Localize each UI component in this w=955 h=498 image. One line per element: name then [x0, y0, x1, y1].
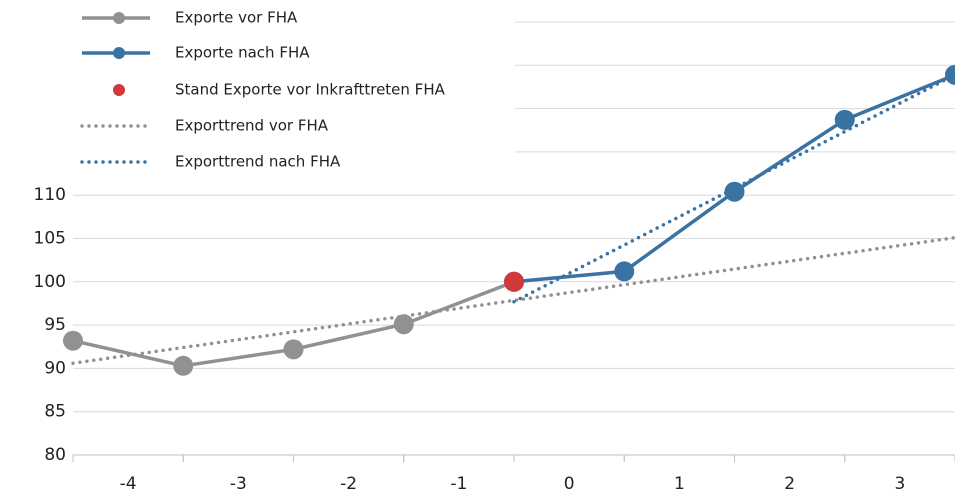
point	[63, 330, 83, 351]
point	[393, 314, 414, 335]
legend-marker	[113, 47, 125, 59]
legend-label: Stand Exporte vor Inkrafttreten FHA	[175, 81, 446, 99]
point	[945, 64, 955, 85]
x-tick-label: 2	[784, 474, 795, 494]
point	[173, 355, 194, 376]
legend-marker	[113, 84, 125, 96]
x-tick-label: 1	[674, 474, 685, 494]
series-line	[512, 73, 955, 304]
series-line	[71, 235, 955, 365]
x-tick-label: -3	[230, 474, 247, 494]
x-tick-label: 3	[894, 474, 905, 494]
point	[283, 339, 304, 360]
y-tick-label: 80	[44, 445, 66, 465]
plot	[63, 64, 955, 376]
y-tick-label: 100	[34, 272, 66, 292]
legend-marker	[113, 12, 125, 24]
point	[504, 271, 524, 292]
x-tick-label: -1	[450, 474, 467, 494]
point	[614, 261, 635, 282]
point	[834, 109, 855, 130]
y-tick-label: 90	[44, 358, 66, 378]
legend-label: Exporttrend nach FHA	[175, 153, 341, 171]
y-tick-label: 110	[34, 185, 66, 205]
point	[724, 181, 745, 202]
legend-label: Exporttrend vor FHA	[175, 117, 329, 135]
y-tick-label: 95	[44, 315, 66, 335]
y-tick-label: 105	[34, 229, 66, 249]
x-tick-label: -2	[340, 474, 357, 494]
series-line	[513, 73, 955, 284]
y-tick-label: 85	[44, 402, 66, 422]
x-tick-label: -4	[120, 474, 137, 494]
legend-bg	[0, 0, 515, 180]
legend: Exporte vor FHA Exporte nach FHA Stand Exp…	[0, 0, 515, 180]
legend-label: Exporte vor FHA	[175, 9, 298, 27]
x-tick-label: 0	[564, 474, 575, 494]
legend-label: Exporte nach FHA	[175, 44, 310, 62]
